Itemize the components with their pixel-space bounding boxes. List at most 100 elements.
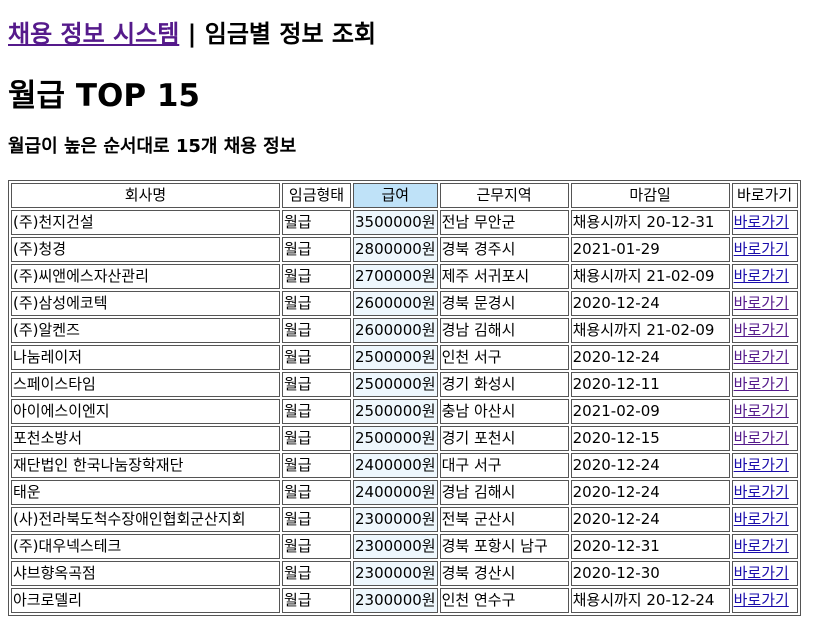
col-header-deadline: 마감일: [570, 183, 730, 208]
cell-company: 포천소방서: [11, 426, 280, 451]
table-row: (사)전라북도척수장애인협회군산지회 월급 2300000원 전북 군산시 2020-1…: [11, 507, 798, 532]
cell-company: 샤브향옥곡점: [11, 561, 280, 586]
shortcut-link[interactable]: 바로가기: [733, 321, 789, 339]
cell-company: 아이에스이엔지: [11, 399, 280, 424]
cell-company: (주)청경: [11, 237, 280, 262]
cell-wage-type: 월급: [282, 426, 351, 451]
cell-salary: 2300000원: [353, 561, 438, 586]
table-row: 스페이스타임 월급 2500000원 경기 화성시 2020-12-11 바로가기: [11, 372, 798, 397]
cell-region: 경북 문경시: [439, 291, 569, 316]
cell-company: (주)씨앤에스자산관리: [11, 264, 280, 289]
cell-link: 바로가기: [731, 345, 798, 370]
shortcut-link[interactable]: 바로가기: [733, 429, 789, 447]
cell-link: 바로가기: [731, 210, 798, 235]
cell-region: 경남 김해시: [439, 318, 569, 343]
table-row: 나눔레이저 월급 2500000원 인천 서구 2020-12-24 바로가기: [11, 345, 798, 370]
cell-deadline: 채용시까지 20-12-24: [570, 588, 730, 613]
shortcut-link[interactable]: 바로가기: [733, 510, 789, 528]
cell-link: 바로가기: [731, 534, 798, 559]
breadcrumb-separator: |: [187, 20, 197, 48]
col-header-region: 근무지역: [439, 183, 569, 208]
cell-deadline: 2021-02-09: [570, 399, 730, 424]
table-row: (주)씨앤에스자산관리 월급 2700000원 제주 서귀포시 채용시까지 21-02-…: [11, 264, 798, 289]
cell-region: 제주 서귀포시: [439, 264, 569, 289]
cell-region: 대구 서구: [439, 453, 569, 478]
shortcut-link[interactable]: 바로가기: [733, 375, 789, 393]
cell-salary: 2600000원: [353, 318, 438, 343]
cell-salary: 3500000원: [353, 210, 438, 235]
cell-wage-type: 월급: [282, 372, 351, 397]
cell-wage-type: 월급: [282, 534, 351, 559]
cell-company: (주)천지건설: [11, 210, 280, 235]
cell-link: 바로가기: [731, 426, 798, 451]
table-row: 태운 월급 2400000원 경남 김해시 2020-12-24 바로가기: [11, 480, 798, 505]
cell-deadline: 2020-12-11: [570, 372, 730, 397]
cell-link: 바로가기: [731, 291, 798, 316]
col-header-wage-type: 임금형태: [282, 183, 351, 208]
cell-link: 바로가기: [731, 372, 798, 397]
table-row: (주)천지건설 월급 3500000원 전남 무안군 채용시까지 20-12-31 바로가…: [11, 210, 798, 235]
cell-region: 경북 경산시: [439, 561, 569, 586]
page-title: 월급 TOP 15: [8, 78, 200, 114]
cell-region: 인천 연수구: [439, 588, 569, 613]
table-row: (주)알켄즈 월급 2600000원 경남 김해시 채용시까지 21-02-09 바로가기: [11, 318, 798, 343]
shortcut-link[interactable]: 바로가기: [733, 213, 789, 231]
cell-wage-type: 월급: [282, 399, 351, 424]
cell-link: 바로가기: [731, 480, 798, 505]
cell-region: 경기 포천시: [439, 426, 569, 451]
cell-salary: 2400000원: [353, 480, 438, 505]
header-breadcrumb: 채용 정보 시스템 | 임금별 정보 조회: [8, 18, 376, 50]
shortcut-link[interactable]: 바로가기: [733, 348, 789, 366]
cell-salary: 2400000원: [353, 453, 438, 478]
system-home-link[interactable]: 채용 정보 시스템: [8, 20, 180, 48]
cell-wage-type: 월급: [282, 588, 351, 613]
cell-deadline: 2020-12-24: [570, 480, 730, 505]
shortcut-link[interactable]: 바로가기: [733, 240, 789, 258]
shortcut-link[interactable]: 바로가기: [733, 456, 789, 474]
cell-company: 스페이스타임: [11, 372, 280, 397]
cell-deadline: 2021-01-29: [570, 237, 730, 262]
cell-wage-type: 월급: [282, 264, 351, 289]
cell-wage-type: 월급: [282, 291, 351, 316]
shortcut-link[interactable]: 바로가기: [733, 537, 789, 555]
cell-region: 전북 군산시: [439, 507, 569, 532]
cell-region: 경북 경주시: [439, 237, 569, 262]
cell-wage-type: 월급: [282, 561, 351, 586]
cell-link: 바로가기: [731, 264, 798, 289]
cell-salary: 2800000원: [353, 237, 438, 262]
cell-wage-type: 월급: [282, 237, 351, 262]
shortcut-link[interactable]: 바로가기: [733, 591, 789, 609]
shortcut-link[interactable]: 바로가기: [733, 294, 789, 312]
cell-deadline: 2020-12-31: [570, 534, 730, 559]
table-row: (주)대우넥스테크 월급 2300000원 경북 포항시 남구 2020-12-31 바로…: [11, 534, 798, 559]
table-row: 포천소방서 월급 2500000원 경기 포천시 2020-12-15 바로가기: [11, 426, 798, 451]
cell-wage-type: 월급: [282, 453, 351, 478]
cell-link: 바로가기: [731, 318, 798, 343]
cell-salary: 2300000원: [353, 507, 438, 532]
col-header-salary[interactable]: 급여: [353, 183, 438, 208]
table-row: (주)삼성에코텍 월급 2600000원 경북 문경시 2020-12-24 바로가기: [11, 291, 798, 316]
cell-link: 바로가기: [731, 588, 798, 613]
cell-region: 전남 무안군: [439, 210, 569, 235]
table-row: 샤브향옥곡점 월급 2300000원 경북 경산시 2020-12-30 바로가기: [11, 561, 798, 586]
table-row: 아크로델리 월급 2300000원 인천 연수구 채용시까지 20-12-24 바로가기: [11, 588, 798, 613]
cell-deadline: 2020-12-15: [570, 426, 730, 451]
shortcut-link[interactable]: 바로가기: [733, 402, 789, 420]
col-header-company: 회사명: [11, 183, 280, 208]
shortcut-link[interactable]: 바로가기: [733, 483, 789, 501]
cell-deadline: 2020-12-24: [570, 345, 730, 370]
cell-wage-type: 월급: [282, 210, 351, 235]
shortcut-link[interactable]: 바로가기: [733, 564, 789, 582]
cell-company: 재단법인 한국나눔장학재단: [11, 453, 280, 478]
shortcut-link[interactable]: 바로가기: [733, 267, 789, 285]
cell-company: (주)대우넥스테크: [11, 534, 280, 559]
cell-company: 태운: [11, 480, 280, 505]
cell-company: (주)삼성에코텍: [11, 291, 280, 316]
cell-region: 경북 포항시 남구: [439, 534, 569, 559]
cell-company: (사)전라북도척수장애인협회군산지회: [11, 507, 280, 532]
cell-salary: 2300000원: [353, 534, 438, 559]
cell-salary: 2700000원: [353, 264, 438, 289]
cell-company: (주)알켄즈: [11, 318, 280, 343]
cell-link: 바로가기: [731, 507, 798, 532]
cell-salary: 2500000원: [353, 345, 438, 370]
